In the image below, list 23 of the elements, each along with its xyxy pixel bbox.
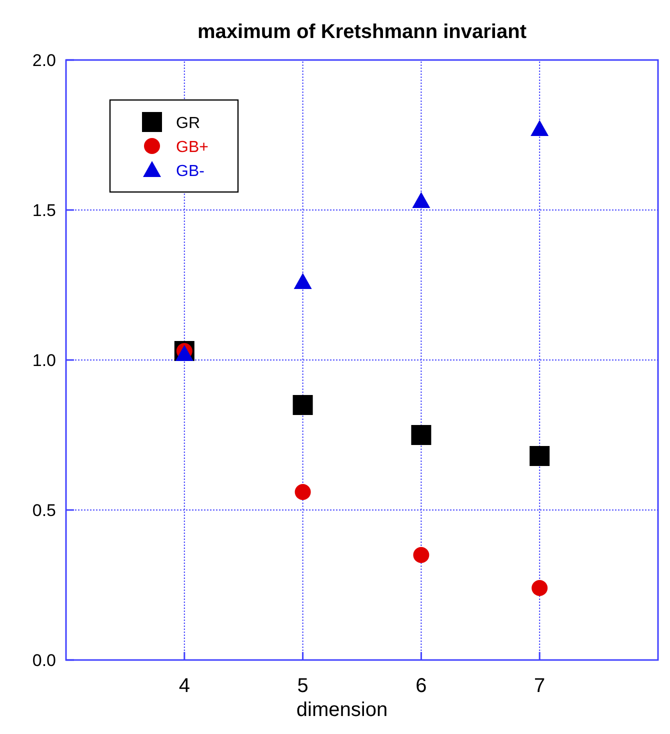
chart-title: maximum of Kretshmann invariant: [198, 21, 527, 43]
legend-label: GB-: [176, 163, 204, 180]
legend-label: GR: [176, 115, 200, 132]
point: [294, 273, 312, 289]
point: [530, 446, 550, 466]
x-tick-label: 7: [534, 675, 546, 697]
x-tick-label: 4: [178, 675, 190, 697]
legend-label: GB+: [176, 139, 208, 156]
x-tick-label: 6: [416, 675, 427, 697]
x-axis-title: dimension: [296, 699, 388, 721]
point: [413, 547, 430, 563]
y-tick-label: 1.0: [32, 351, 56, 370]
point: [292, 395, 313, 415]
point: [411, 425, 432, 445]
y-tick-label: 2.0: [32, 51, 56, 70]
x-tick-label: 5: [297, 675, 308, 697]
y-tick-label: 0.0: [32, 651, 56, 670]
y-tick-label: 1.5: [32, 201, 56, 220]
point: [532, 580, 548, 596]
point: [530, 120, 549, 136]
y-tick-label: 0.5: [32, 501, 56, 520]
point: [412, 192, 430, 208]
point: [294, 484, 311, 500]
